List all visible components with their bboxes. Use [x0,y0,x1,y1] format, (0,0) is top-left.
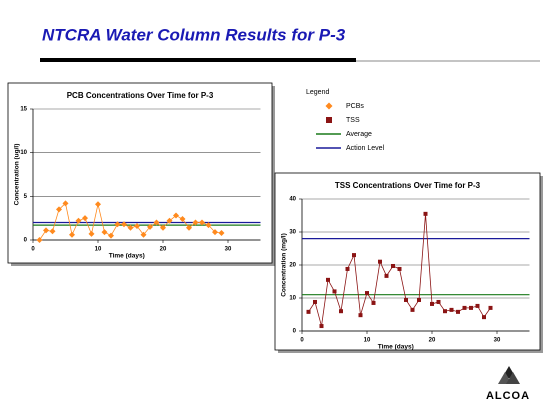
legend-marker [326,117,332,123]
data-point [397,266,402,271]
data-point [43,227,49,234]
legend-label: PCBs [346,103,364,110]
data-point [199,219,205,226]
y-tick-label: 5 [24,194,28,200]
data-point [410,307,415,312]
y-tick-label: 30 [289,230,296,236]
data-point [456,309,460,314]
x-tick-label: 0 [31,247,35,253]
x-tick-label: 30 [225,247,232,253]
data-point [417,297,421,302]
data-point [475,303,480,308]
x-tick-label: 30 [494,338,501,344]
data-point [108,232,114,239]
data-point [75,217,82,224]
x-tick-label: 10 [95,247,102,253]
legend: Legend PCBs TSS Average Action Level [299,89,411,160]
data-point [469,305,473,310]
chart-frame [7,82,273,264]
data-point [339,309,343,314]
title-bar [40,58,356,62]
data-point [212,229,218,236]
chart-title: TSS Concentrations Over Time for P-3 [335,181,481,190]
data-point [371,300,376,305]
x-axis-label: Time (days) [109,253,145,260]
data-point [488,305,493,310]
data-point [319,324,324,329]
data-point [404,297,408,302]
legend-title: Legend [306,89,329,96]
data-point [423,211,428,216]
y-axis-label: Concentration (ug/l) [14,144,21,206]
data-point [173,212,179,219]
data-point [49,228,56,235]
legend-label: TSS [346,117,360,124]
data-point [140,231,147,238]
chart: PCB Concentrations Over Time for P-3 0 5 10… [7,82,275,266]
data-point [95,201,101,208]
logo-text: ALCOA [486,390,530,402]
chart-title: PCB Concentrations Over Time for P-3 [67,91,214,100]
y-tick-label: 10 [20,150,27,156]
logo: ALCOA [486,366,530,402]
data-point [134,223,140,230]
data-point [352,253,356,258]
data-point [114,221,121,228]
data-point [365,291,369,296]
y-tick-label: 40 [289,197,296,203]
data-point [127,224,134,231]
data-point [179,216,186,223]
data-point [153,219,160,226]
data-point [36,237,43,243]
data-point [345,266,350,271]
data-point [69,231,75,238]
chart: TSS Concentrations Over Time for P-3 0 10 2… [274,172,543,353]
legend-marker [325,102,333,110]
data-point [332,289,337,294]
data-point [160,224,166,231]
slide-title: NTCRA Water Column Results for P-3 [42,25,346,44]
data-point [482,315,486,320]
data-point [147,223,153,230]
x-tick-label: 10 [364,338,371,344]
data-point [430,301,434,306]
data-point [313,299,317,304]
data-point [436,299,441,304]
legend-label: Average [346,131,372,138]
data-point [121,221,127,228]
y-axis-label: Concentration (mg/l) [281,233,288,297]
data-point [306,309,311,314]
data-point [378,259,382,264]
data-point [218,230,225,237]
data-point [56,206,62,213]
data-point [384,273,389,278]
legend-label: Action Level [346,145,385,152]
data-point [391,263,395,268]
y-tick-label: 20 [289,263,296,269]
data-point [62,200,69,207]
chart-frame [274,172,541,351]
y-tick-label: 0 [24,238,28,244]
y-tick-label: 15 [20,107,27,113]
data-point [166,217,173,224]
data-point [186,224,192,231]
x-tick-label: 20 [160,247,167,253]
y-tick-label: 0 [293,329,297,335]
data-point [443,309,447,314]
x-tick-label: 0 [300,338,304,344]
y-tick-label: 10 [289,296,296,302]
data-point [82,215,88,222]
data-point [88,230,95,237]
data-point [358,313,363,318]
x-tick-label: 20 [429,338,436,344]
data-point [101,229,108,236]
data-point [205,222,212,229]
data-point [192,219,199,226]
data-point [449,307,454,312]
data-point [462,305,467,310]
data-point [326,277,330,282]
x-axis-label: Time (days) [378,344,414,351]
